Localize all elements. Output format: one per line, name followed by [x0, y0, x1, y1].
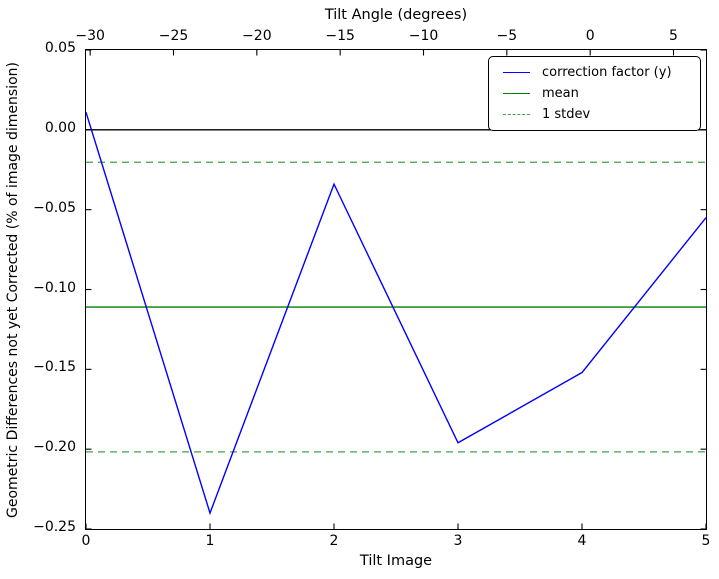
top-tick-label: −30: [75, 28, 105, 44]
top-tick-label: −10: [408, 28, 439, 44]
legend-line-sample-green: [503, 93, 530, 94]
legend-label: 1 stdev: [542, 107, 591, 122]
x-axis-tick-labels: 0 1 2 3 4 5: [82, 533, 711, 551]
x-tick-label: 5: [701, 533, 711, 549]
top-tick-label: 0: [585, 28, 595, 44]
x-tick-label: 0: [81, 533, 91, 549]
legend-entry-stdev: 1 stdev: [497, 104, 692, 125]
x-axis-label: Tilt Image: [359, 553, 433, 569]
legend-entry-correction-factor: correction factor (y): [497, 62, 692, 83]
top-tick-label: −5: [496, 28, 518, 44]
y-tick-label: −0.10: [33, 279, 76, 296]
x-tick-label: 1: [205, 533, 215, 549]
x-tick-label: 2: [329, 533, 339, 549]
correction-factor-line: [86, 112, 706, 516]
legend-line-sample-blue: [503, 72, 530, 73]
legend-label: correction factor (y): [542, 65, 672, 80]
top-tick-label: −15: [325, 28, 355, 44]
legend-line-sample-green-dashed: [503, 114, 530, 115]
top-tick-label: 5: [669, 28, 678, 44]
x-tick-label: 3: [453, 533, 463, 549]
y-tick-label: −0.25: [33, 519, 76, 535]
y-tick-label: −0.20: [33, 439, 76, 456]
y-tick-label: 0.05: [44, 40, 76, 56]
y-tick-label: −0.05: [33, 199, 76, 216]
y-tick-label: 0.00: [44, 119, 76, 136]
x-tick-label: 4: [577, 533, 587, 549]
top-tick-label: −20: [242, 28, 272, 44]
legend: correction factor (y) mean 1 stdev: [488, 56, 701, 131]
y-tick-label: −0.15: [33, 359, 76, 376]
legend-entry-mean: mean: [497, 83, 692, 104]
plot-area: correction factor (y) mean 1 stdev: [85, 49, 707, 530]
top-axis-tick-labels: −30 −25 −20 −15 −10 −5 0 5: [75, 28, 706, 46]
top-tick-label: −25: [158, 28, 189, 44]
legend-label: mean: [542, 86, 579, 101]
top-axis-title: Tilt Angle (degrees): [324, 7, 468, 23]
y-axis-tick-labels: 0.05 0.00 −0.05 −0.10 −0.15 −0.20 −0.25: [0, 40, 80, 535]
